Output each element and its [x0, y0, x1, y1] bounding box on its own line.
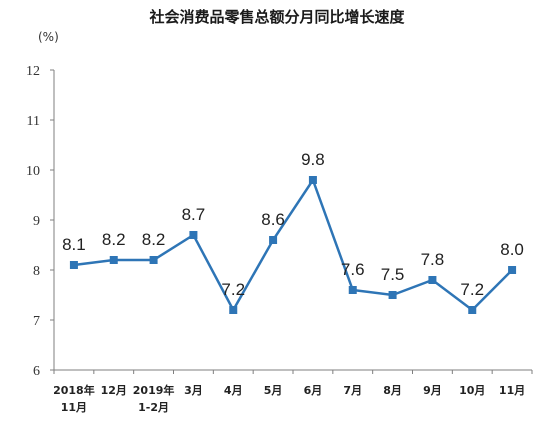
y-tick-label: 7	[33, 314, 40, 329]
data-point	[508, 266, 517, 274]
y-tick-label: 12	[26, 64, 40, 79]
x-tick-label: 11月	[499, 384, 525, 397]
data-label: 7.2	[460, 280, 484, 299]
data-point	[308, 176, 317, 184]
x-tick-label: 10月	[459, 384, 485, 397]
x-tick-label: 7月	[343, 384, 362, 397]
y-tick-label: 9	[33, 214, 40, 229]
data-label: 8.2	[142, 230, 166, 249]
y-axis-unit: (%)	[38, 30, 59, 44]
x-tick-label: 4月	[224, 384, 243, 397]
data-point	[428, 276, 437, 284]
data-label: 7.6	[341, 260, 365, 279]
data-point	[269, 236, 278, 244]
x-tick-label: 2019年	[133, 383, 175, 397]
data-point	[388, 291, 397, 299]
x-tick-label: 1-2月	[138, 401, 169, 414]
data-point	[229, 306, 238, 314]
data-point	[69, 261, 78, 269]
data-label: 8.7	[182, 205, 206, 224]
data-point	[189, 231, 198, 239]
data-label: 7.5	[381, 265, 405, 284]
y-tick-label: 11	[27, 114, 40, 129]
x-tick-label: 11月	[61, 401, 87, 414]
data-label: 8.1	[62, 235, 86, 254]
data-label: 8.6	[261, 210, 285, 229]
data-label: 8.0	[500, 240, 524, 259]
data-label: 9.8	[301, 150, 325, 169]
x-tick-label: 3月	[184, 384, 203, 397]
data-point	[348, 286, 357, 294]
data-point	[109, 256, 118, 264]
x-tick-label: 6月	[304, 384, 323, 397]
x-tick-label: 8月	[383, 384, 402, 397]
y-tick-label: 8	[33, 264, 40, 279]
y-tick-label: 6	[33, 364, 40, 379]
data-label: 7.2	[221, 280, 245, 299]
series-line	[73, 177, 513, 313]
x-tick-label: 9月	[423, 384, 442, 397]
x-tick-label: 5月	[264, 384, 283, 397]
chart-title: 社会消费品零售总额分月同比增长速度	[149, 8, 405, 26]
data-point	[149, 256, 158, 264]
y-tick-label: 10	[26, 164, 40, 179]
data-label: 7.8	[421, 250, 445, 269]
data-label: 8.2	[102, 230, 126, 249]
data-point	[468, 306, 477, 314]
x-tick-label: 2018年	[53, 383, 95, 397]
x-tick-label: 12月	[101, 384, 127, 397]
